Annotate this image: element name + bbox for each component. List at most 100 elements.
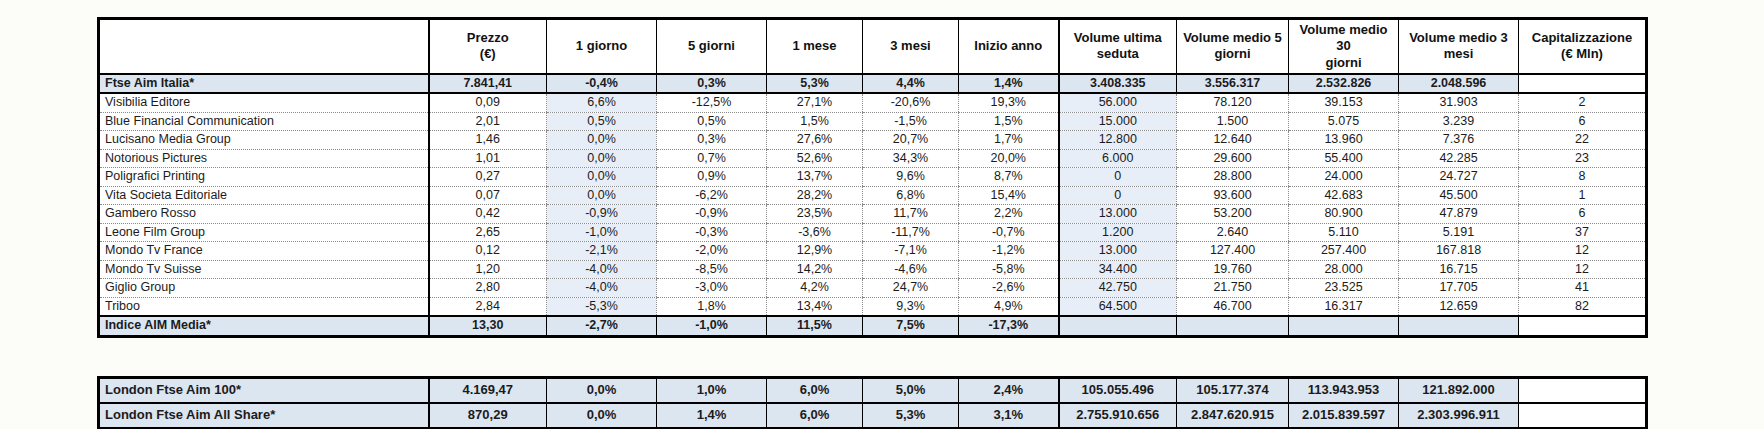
cell: 42.750	[1059, 279, 1177, 298]
cell: 2.048.596	[1399, 74, 1519, 94]
cell	[1177, 316, 1289, 336]
row-label: Giglio Group	[99, 279, 429, 298]
cell: 27,1%	[767, 93, 863, 112]
cell	[1059, 316, 1177, 336]
table-row: Notorious Pictures1,010,0%0,7%52,6%34,3%…	[99, 149, 1647, 168]
cell: 27,6%	[767, 131, 863, 150]
cell: 5,0%	[863, 377, 959, 403]
cell: -1,0%	[657, 316, 767, 336]
cell: 4,4%	[863, 74, 959, 94]
cell: 6,0%	[767, 377, 863, 403]
column-header: Volume ultima seduta	[1059, 19, 1177, 74]
row-label: Visibilia Editore	[99, 93, 429, 112]
cell: -0,7%	[959, 223, 1059, 242]
cell: 1,7%	[959, 131, 1059, 150]
cell: 12.659	[1399, 297, 1519, 316]
cell: 6	[1519, 112, 1647, 131]
cell: 21.750	[1177, 279, 1289, 298]
cell	[1289, 316, 1399, 336]
column-header: Volume medio 3 mesi	[1399, 19, 1519, 74]
row-label: Notorious Pictures	[99, 149, 429, 168]
cell: 2,65	[429, 223, 547, 242]
row-label: Triboo	[99, 297, 429, 316]
column-header: 5 giorni	[657, 19, 767, 74]
cell: 39.153	[1289, 93, 1399, 112]
cell: 37	[1519, 223, 1647, 242]
cell: 0,27	[429, 168, 547, 187]
cell: 0,0%	[547, 168, 657, 187]
cell: 121.892.000	[1399, 377, 1519, 403]
cell: 64.500	[1059, 297, 1177, 316]
cell: 47.879	[1399, 205, 1519, 224]
cell: 23.525	[1289, 279, 1399, 298]
cell: 82	[1519, 297, 1647, 316]
cell: 105.177.374	[1177, 377, 1289, 403]
cell	[1399, 316, 1519, 336]
cell: -2,7%	[547, 316, 657, 336]
column-header: 3 mesi	[863, 19, 959, 74]
cell: 0,7%	[657, 149, 767, 168]
cell: 3.239	[1399, 112, 1519, 131]
table-row: Vita Societa Editoriale0,070,0%-6,2%28,2…	[99, 186, 1647, 205]
cell: 6	[1519, 205, 1647, 224]
cell: -1,5%	[863, 112, 959, 131]
cell: 13.000	[1059, 242, 1177, 261]
cell: -2,1%	[547, 242, 657, 261]
cell: 6,0%	[767, 403, 863, 429]
cell: 113.943.953	[1289, 377, 1399, 403]
cell: 0,3%	[657, 131, 767, 150]
cell: -1,0%	[547, 223, 657, 242]
cell: 6,8%	[863, 186, 959, 205]
cell: 6,6%	[547, 93, 657, 112]
cell: 93.600	[1177, 186, 1289, 205]
main-table: Prezzo (€)1 giorno5 giorni1 mese3 mesiIn…	[97, 17, 1648, 338]
cell: 105.055.496	[1059, 377, 1177, 403]
cell: 2.015.839.597	[1289, 403, 1399, 429]
cell: 52,6%	[767, 149, 863, 168]
cell: -0,4%	[547, 74, 657, 94]
cell: 6.000	[1059, 149, 1177, 168]
cell: 24.000	[1289, 168, 1399, 187]
cell: 41	[1519, 279, 1647, 298]
cell: 16.317	[1289, 297, 1399, 316]
cell: 0	[1059, 168, 1177, 187]
cell: 1,5%	[959, 112, 1059, 131]
table-row: Leone Film Group2,65-1,0%-0,3%-3,6%-11,7…	[99, 223, 1647, 242]
cell: 13,4%	[767, 297, 863, 316]
table-row: Mondo Tv Suisse1,20-4,0%-8,5%14,2%-4,6%-…	[99, 260, 1647, 279]
cell: -8,5%	[657, 260, 767, 279]
cell: 20,7%	[863, 131, 959, 150]
cell: 1,5%	[767, 112, 863, 131]
table-row: Giglio Group2,80-4,0%-3,0%4,2%24,7%-2,6%…	[99, 279, 1647, 298]
cell	[1519, 316, 1647, 336]
cell: 24,7%	[863, 279, 959, 298]
cell: -4,0%	[547, 260, 657, 279]
cell: 3.408.335	[1059, 74, 1177, 94]
cell: 23	[1519, 149, 1647, 168]
cell: 0,0%	[547, 149, 657, 168]
cell: 7.841,41	[429, 74, 547, 94]
cell: 53.200	[1177, 205, 1289, 224]
cell: 5,3%	[863, 403, 959, 429]
table-row: Mondo Tv France0,12-2,1%-2,0%12,9%-7,1%-…	[99, 242, 1647, 261]
cell: 28,2%	[767, 186, 863, 205]
row-label: London Ftse Aim All Share*	[99, 403, 429, 429]
cell: 2.303.996.911	[1399, 403, 1519, 429]
cell: 0,9%	[657, 168, 767, 187]
cell: -7,1%	[863, 242, 959, 261]
cell: 19.760	[1177, 260, 1289, 279]
cell: 7,5%	[863, 316, 959, 336]
cell: 1,01	[429, 149, 547, 168]
cell: 13.960	[1289, 131, 1399, 150]
cell: 7.376	[1399, 131, 1519, 150]
cell: 80.900	[1289, 205, 1399, 224]
cell: -0,3%	[657, 223, 767, 242]
cell: 28.000	[1289, 260, 1399, 279]
cell: 29.600	[1177, 149, 1289, 168]
cell: 2.640	[1177, 223, 1289, 242]
cell: 1,4%	[959, 74, 1059, 94]
cell: -2,0%	[657, 242, 767, 261]
column-header: Volume medio 5 giorni	[1177, 19, 1289, 74]
row-label: Vita Societa Editoriale	[99, 186, 429, 205]
cell: 2.755.910.656	[1059, 403, 1177, 429]
